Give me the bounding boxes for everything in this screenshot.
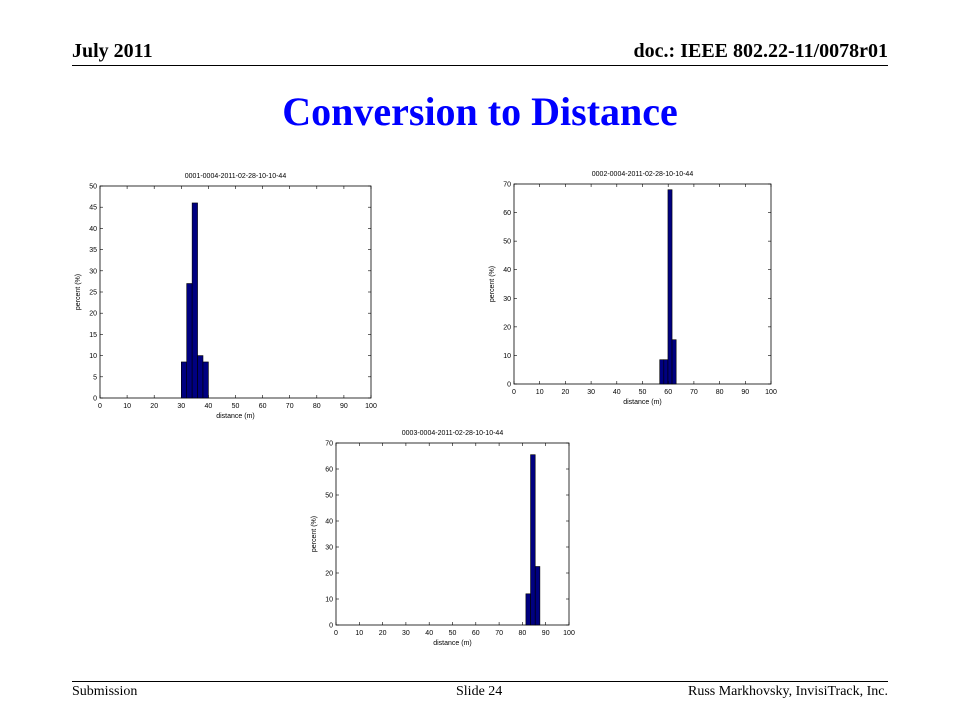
histogram-bar: [525, 593, 531, 626]
x-tick-label: 70: [495, 630, 503, 637]
x-tick-label: 20: [150, 403, 158, 410]
x-tick-label: 100: [765, 389, 777, 396]
x-tick-label: 50: [449, 630, 457, 637]
footer-divider: [72, 681, 888, 682]
chart-title: 0002-0004-2011-02-28-10-10-44: [592, 171, 694, 178]
x-tick-label: 20: [379, 630, 387, 637]
x-tick-label: 30: [402, 630, 410, 637]
y-tick-label: 0: [507, 382, 511, 389]
y-tick-label: 10: [89, 353, 97, 360]
x-tick-label: 20: [562, 389, 570, 396]
y-tick-label: 30: [503, 296, 511, 303]
slide-title: Conversion to Distance: [282, 89, 678, 134]
x-tick-label: 10: [536, 389, 544, 396]
y-tick-label: 15: [89, 332, 97, 339]
x-tick-label: 60: [259, 403, 267, 410]
histogram-bar: [671, 339, 677, 385]
y-tick-label: 40: [503, 267, 511, 274]
histogram-bar: [530, 454, 536, 626]
x-tick-label: 80: [313, 403, 321, 410]
histogram-bar: [202, 361, 209, 399]
y-tick-label: 60: [503, 210, 511, 217]
x-axis-label: distance (m): [433, 640, 472, 647]
y-tick-label: 70: [325, 441, 333, 448]
y-tick-label: 20: [503, 324, 511, 331]
y-tick-label: 50: [325, 493, 333, 500]
header-doc-id: doc.: IEEE 802.22-11/0078r01: [633, 40, 888, 62]
footer-slide-number: Slide 24: [456, 684, 503, 699]
x-tick-label: 90: [542, 630, 550, 637]
x-tick-label: 70: [286, 403, 294, 410]
y-tick-label: 5: [93, 374, 97, 381]
x-tick-label: 80: [519, 630, 527, 637]
x-tick-label: 30: [177, 403, 185, 410]
header-divider: [72, 65, 888, 66]
footer-author: Russ Markhovsky, InvisiTrack, Inc.: [687, 684, 888, 699]
y-tick-label: 10: [325, 597, 333, 604]
histogram-bar: [534, 566, 541, 626]
y-tick-label: 20: [89, 311, 97, 318]
y-axis-label: percent (%): [489, 266, 496, 302]
y-tick-label: 60: [325, 467, 333, 474]
y-tick-label: 30: [325, 545, 333, 552]
x-tick-label: 70: [690, 389, 698, 396]
x-tick-label: 10: [355, 630, 363, 637]
histogram-bar: [191, 202, 198, 399]
y-axis-label: percent (%): [311, 516, 318, 552]
plot-area: [513, 183, 772, 385]
x-tick-label: 60: [472, 630, 480, 637]
x-axis-label: distance (m): [216, 413, 255, 420]
chart-title: 0003-0004-2011-02-28-10-10-44: [402, 430, 504, 437]
x-tick-label: 0: [98, 403, 102, 410]
x-tick-label: 90: [741, 389, 749, 396]
x-tick-label: 0: [334, 630, 338, 637]
y-tick-label: 10: [503, 353, 511, 360]
y-tick-label: 25: [89, 290, 97, 297]
x-tick-label: 50: [639, 389, 647, 396]
y-tick-label: 40: [89, 226, 97, 233]
histogram-bar: [667, 189, 673, 385]
y-tick-label: 50: [89, 184, 97, 191]
x-tick-label: 100: [365, 403, 377, 410]
y-tick-label: 35: [89, 247, 97, 254]
header-date: July 2011: [72, 40, 153, 62]
footer-submission: Submission: [72, 684, 138, 699]
y-axis-label: percent (%): [75, 274, 82, 310]
x-tick-label: 100: [563, 630, 575, 637]
x-tick-label: 60: [664, 389, 672, 396]
x-axis-label: distance (m): [623, 399, 662, 406]
y-tick-label: 0: [329, 623, 333, 630]
x-tick-label: 30: [587, 389, 595, 396]
x-tick-label: 40: [613, 389, 621, 396]
x-tick-label: 0: [512, 389, 516, 396]
x-tick-label: 40: [205, 403, 213, 410]
x-tick-label: 40: [425, 630, 433, 637]
y-tick-label: 45: [89, 205, 97, 212]
plot-area: [99, 185, 372, 399]
y-tick-label: 30: [89, 268, 97, 275]
y-tick-label: 40: [325, 519, 333, 526]
y-tick-label: 20: [325, 571, 333, 578]
x-tick-label: 90: [340, 403, 348, 410]
x-tick-label: 50: [232, 403, 240, 410]
y-tick-label: 50: [503, 239, 511, 246]
y-tick-label: 0: [93, 396, 97, 403]
y-tick-label: 70: [503, 182, 511, 189]
x-tick-label: 10: [123, 403, 131, 410]
x-tick-label: 80: [716, 389, 724, 396]
chart-title: 0001-0004-2011-02-28-10-10-44: [185, 173, 287, 180]
